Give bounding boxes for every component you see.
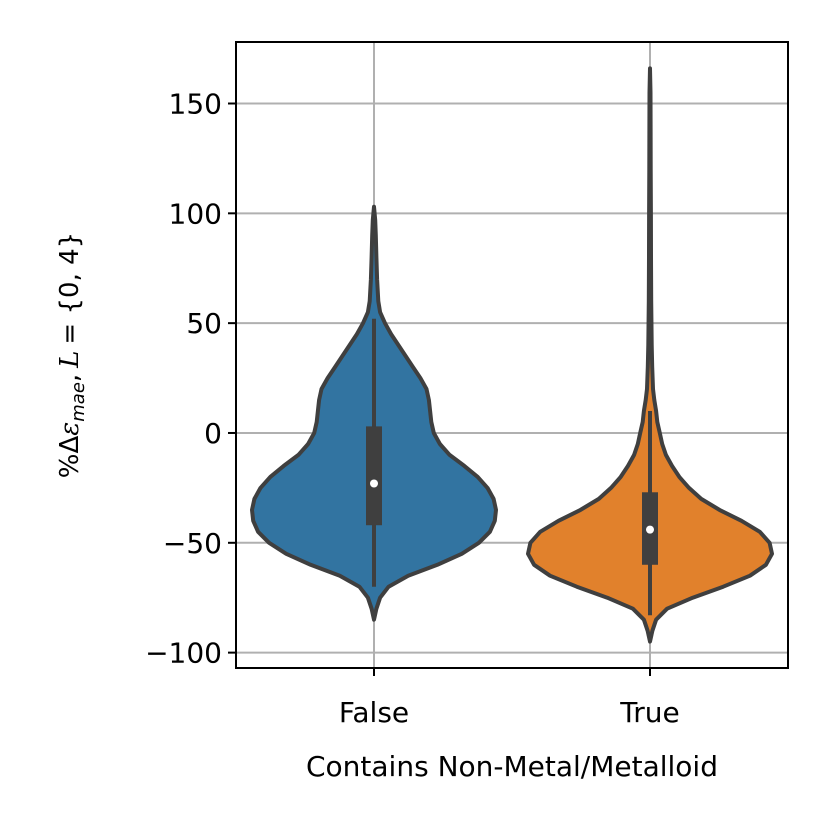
y-tick-label: −50 [163, 527, 222, 560]
violin-median-dot [370, 479, 378, 488]
x-tick-label: False [339, 696, 409, 729]
violin-iqr-box [366, 426, 382, 526]
y-label-variable: L [55, 351, 85, 369]
y-label-subscript: mae [68, 382, 89, 422]
plot-frame [235, 41, 789, 669]
y-tick-label: 150 [169, 88, 222, 121]
y-label-set: = {0, 4} [55, 232, 85, 345]
violins [250, 66, 774, 644]
y-axis-label: %Δεmae, L = {0, 4} [55, 232, 89, 478]
y-tick-label: −100 [145, 637, 222, 670]
violin-body-true [526, 66, 774, 644]
y-tick-label: 100 [169, 197, 222, 230]
axis-ticks: −100 −50 0 50 100 150 False True [145, 88, 680, 729]
y-tick-label: 50 [186, 307, 222, 340]
x-axis-label: Contains Non-Metal/Metalloid [306, 750, 718, 783]
y-label-sep: , [55, 374, 85, 382]
x-tick-label: True [619, 696, 679, 729]
y-tick-label: 0 [204, 417, 222, 450]
y-label-prefix: %Δ [55, 435, 85, 478]
y-label-symbol: ε [55, 422, 85, 436]
violin-median-dot [646, 525, 654, 534]
